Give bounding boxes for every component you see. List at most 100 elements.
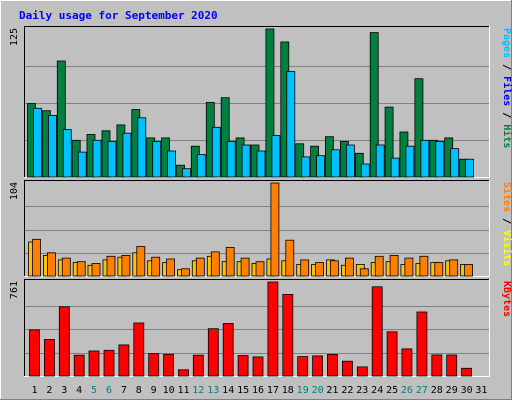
day-label-21: 21 (326, 385, 338, 396)
day-label-16: 16 (252, 385, 264, 396)
panel-2: 104 Sites / Visits (9, 180, 512, 277)
bar-pages-day-13 (211, 126, 221, 178)
bar-kbytes-day-11 (178, 369, 189, 377)
bar-pages-day-3 (62, 129, 72, 178)
panel-series-legend: Sites / Visits (501, 182, 512, 266)
x-axis-day-labels: 1 2 3 4 5 6 7 8 9 10 11 12 13 14 15 16 17 18 19 20 21 22 23 24 2… (31, 385, 487, 396)
bar-kbytes-day-9 (148, 353, 160, 377)
bar-sites-day-9 (151, 256, 161, 277)
legend-entry: Sites (501, 182, 512, 212)
bar-kbytes-day-12 (192, 354, 204, 377)
legend-separator: / (501, 106, 512, 124)
bar-pages-day-26 (405, 145, 415, 178)
bar-sites-day-3 (61, 257, 71, 277)
panel-series-legend: Pages / Files / Hits (501, 28, 512, 148)
bar-sites-day-1 (32, 238, 41, 277)
panel-max-label: 125 (9, 28, 20, 46)
chart-panels: 125 Pages / Files / Hits 104 Sites / Visits… (9, 26, 512, 377)
legend-separator: / (501, 212, 512, 230)
bar-pages-day-24 (375, 144, 385, 178)
bar-sites-day-10 (166, 258, 176, 277)
day-label-30: 30 (461, 385, 473, 396)
day-label-18: 18 (282, 385, 294, 396)
bar-kbytes-day-15 (237, 355, 249, 377)
bar-sites-day-2 (47, 252, 56, 277)
bar-hits-day-25 (384, 106, 394, 178)
bar-sites-day-30 (464, 263, 474, 277)
legend-entry: KBytes (501, 281, 512, 317)
bar-sites-day-22 (344, 257, 354, 277)
bar-sites-day-13 (210, 251, 220, 277)
day-label-9: 9 (151, 385, 157, 396)
bar-kbytes-day-28 (431, 354, 443, 377)
bar-kbytes-day-17 (267, 281, 279, 377)
bar-sites-day-26 (404, 257, 414, 277)
bar-kbytes-day-10 (163, 353, 175, 377)
bar-pages-day-16 (256, 150, 266, 178)
bar-kbytes-day-3 (58, 306, 70, 377)
bar-sites-day-19 (300, 259, 310, 277)
bar-sites-day-7 (121, 254, 131, 277)
bar-kbytes-day-2 (44, 338, 55, 377)
bar-sites-day-29 (449, 259, 459, 277)
legend-entry: Hits (501, 124, 512, 148)
day-label-20: 20 (312, 385, 324, 396)
day-label-17: 17 (267, 385, 279, 396)
bar-hits-day-17 (265, 28, 275, 178)
chart-title: Daily usage for September 2020 (19, 9, 218, 22)
bar-sites-day-17 (270, 182, 280, 277)
bar-kbytes-day-29 (446, 354, 458, 377)
bar-pages-day-18 (286, 71, 296, 178)
bar-kbytes-day-24 (371, 286, 383, 377)
bar-kbytes-day-14 (222, 322, 234, 377)
day-label-28: 28 (431, 385, 443, 396)
bar-kbytes-day-18 (282, 293, 294, 377)
day-label-15: 15 (237, 385, 249, 396)
day-label-31: 31 (475, 385, 487, 396)
bar-sites-day-20 (315, 262, 325, 277)
legend-separator: / (501, 58, 512, 76)
bar-sites-day-14 (225, 246, 235, 277)
bar-sites-day-18 (285, 239, 295, 277)
day-label-1: 1 (31, 385, 37, 396)
bar-pages-day-21 (330, 149, 340, 178)
bar-kbytes-day-21 (326, 353, 338, 377)
day-label-6: 6 (106, 385, 112, 396)
day-label-24: 24 (371, 385, 383, 396)
bar-pages-day-20 (316, 155, 326, 178)
bar-kbytes-day-27 (416, 311, 428, 377)
day-label-29: 29 (446, 385, 458, 396)
bar-sites-day-16 (255, 261, 265, 277)
bar-sites-day-27 (419, 255, 429, 277)
bar-sites-day-6 (106, 255, 116, 277)
bar-pages-day-25 (390, 157, 400, 178)
day-label-23: 23 (356, 385, 368, 396)
bar-hits-day-14 (220, 97, 230, 178)
bar-kbytes-day-26 (401, 348, 413, 377)
bar-pages-day-30 (465, 158, 475, 178)
day-label-7: 7 (121, 385, 127, 396)
bar-hits-day-24 (369, 32, 379, 178)
bar-sites-day-8 (136, 246, 146, 277)
bar-pages-day-12 (196, 154, 206, 178)
bar-pages-day-19 (301, 156, 311, 178)
bar-hits-day-27 (414, 78, 424, 178)
day-label-27: 27 (416, 385, 428, 396)
bar-pages-day-4 (77, 151, 87, 178)
bar-pages-day-11 (182, 168, 191, 178)
bar-pages-day-7 (122, 132, 132, 178)
day-label-4: 4 (76, 385, 82, 396)
day-label-11: 11 (177, 385, 189, 396)
panel-max-label: 761 (9, 281, 20, 299)
bar-pages-day-8 (137, 117, 147, 178)
day-label-14: 14 (222, 385, 234, 396)
day-label-13: 13 (207, 385, 219, 396)
bar-kbytes-day-22 (341, 360, 353, 377)
bar-pages-day-15 (241, 144, 251, 178)
legend-entry: Visits (501, 230, 512, 266)
bar-sites-day-15 (240, 257, 250, 277)
bar-sites-day-23 (359, 268, 369, 277)
bar-sites-day-4 (76, 261, 86, 277)
day-label-3: 3 (61, 385, 67, 396)
